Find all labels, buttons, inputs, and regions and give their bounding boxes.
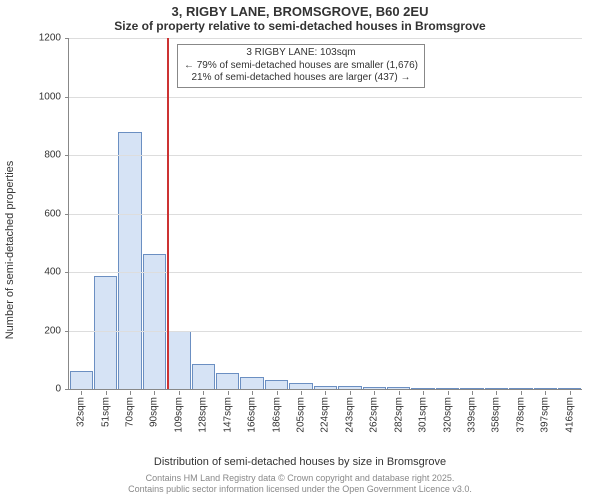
histogram-bar <box>460 388 483 389</box>
x-tick-mark <box>448 391 449 395</box>
y-tick-mark <box>65 214 69 215</box>
y-tick-label: 1000 <box>39 91 61 102</box>
x-tick-mark <box>570 391 571 395</box>
y-tick-label: 200 <box>44 325 61 336</box>
chart-area: 32sqm51sqm70sqm90sqm109sqm128sqm147sqm16… <box>48 38 588 410</box>
x-tick-mark <box>252 391 253 395</box>
x-tick-mark <box>154 391 155 395</box>
x-tick-mark <box>325 391 326 395</box>
grid-line <box>69 97 582 98</box>
x-tick-mark <box>81 391 82 395</box>
footer-line-2: Contains public sector information licen… <box>0 484 600 496</box>
reference-line <box>167 38 169 389</box>
x-axis-label: Distribution of semi-detached houses by … <box>0 456 600 468</box>
x-tick-mark <box>496 391 497 395</box>
x-tick-mark <box>374 391 375 395</box>
histogram-bar <box>314 386 337 390</box>
y-tick-mark <box>65 155 69 156</box>
annotation-box: 3 RIGBY LANE: 103sqm← 79% of semi-detach… <box>177 44 425 88</box>
chart-subtitle: Size of property relative to semi-detach… <box>0 19 600 35</box>
histogram-bar <box>534 388 557 389</box>
x-tick-mark <box>423 391 424 395</box>
x-tick-label: 397sqm <box>540 397 551 433</box>
x-tick-label: 109sqm <box>173 397 184 433</box>
histogram-bar <box>338 386 361 389</box>
histogram-bar <box>167 331 190 390</box>
histogram-bar <box>387 387 410 389</box>
x-tick-label: 243sqm <box>344 397 355 433</box>
grid-line <box>69 155 582 156</box>
y-tick-mark <box>65 97 69 98</box>
x-tick-label: 416sqm <box>564 397 575 433</box>
y-tick-label: 400 <box>44 267 61 278</box>
histogram-bar <box>289 383 312 389</box>
annotation-line-3: 21% of semi-detached houses are larger (… <box>184 72 418 85</box>
histogram-bar <box>363 387 386 389</box>
x-tick-mark <box>130 391 131 395</box>
y-tick-mark <box>65 272 69 273</box>
footer-line-1: Contains HM Land Registry data © Crown c… <box>0 473 600 485</box>
x-tick-label: 128sqm <box>198 397 209 433</box>
x-tick-label: 70sqm <box>125 397 136 427</box>
grid-line <box>69 38 582 39</box>
histogram-bar <box>411 388 434 389</box>
x-tick-label: 32sqm <box>76 397 87 427</box>
x-tick-mark <box>106 391 107 395</box>
histogram-bar <box>118 132 141 389</box>
annotation-line-2: ← 79% of semi-detached houses are smalle… <box>184 60 418 73</box>
grid-line <box>69 214 582 215</box>
x-tick-label: 224sqm <box>320 397 331 433</box>
x-tick-label: 282sqm <box>393 397 404 433</box>
histogram-bar <box>265 380 288 389</box>
histogram-bar <box>509 388 532 389</box>
histogram-bar <box>240 377 263 389</box>
grid-line <box>69 272 582 273</box>
x-tick-mark <box>228 391 229 395</box>
histogram-bar <box>192 364 215 389</box>
y-tick-mark <box>65 38 69 39</box>
x-tick-label: 378sqm <box>515 397 526 433</box>
plot-area: 32sqm51sqm70sqm90sqm109sqm128sqm147sqm16… <box>68 38 582 390</box>
x-tick-label: 166sqm <box>247 397 258 433</box>
histogram-bar <box>558 388 581 389</box>
x-tick-label: 51sqm <box>100 397 111 427</box>
x-tick-mark <box>301 391 302 395</box>
x-tick-label: 186sqm <box>271 397 282 433</box>
annotation-line-1: 3 RIGBY LANE: 103sqm <box>184 47 418 60</box>
y-tick-label: 0 <box>55 384 61 395</box>
footer-attribution: Contains HM Land Registry data © Crown c… <box>0 473 600 496</box>
x-tick-label: 90sqm <box>149 397 160 427</box>
x-tick-mark <box>203 391 204 395</box>
x-tick-mark <box>350 391 351 395</box>
y-tick-mark <box>65 331 69 332</box>
y-tick-label: 600 <box>44 208 61 219</box>
x-tick-label: 320sqm <box>442 397 453 433</box>
chart-title: 3, RIGBY LANE, BROMSGROVE, B60 2EU <box>0 0 600 19</box>
y-tick-mark <box>65 389 69 390</box>
histogram-bar <box>436 388 459 389</box>
x-tick-mark <box>399 391 400 395</box>
x-tick-label: 205sqm <box>296 397 307 433</box>
histogram-bar <box>216 373 239 389</box>
x-tick-mark <box>521 391 522 395</box>
x-tick-label: 358sqm <box>491 397 502 433</box>
y-tick-label: 1200 <box>39 33 61 44</box>
y-tick-label: 800 <box>44 150 61 161</box>
x-tick-mark <box>277 391 278 395</box>
x-tick-label: 339sqm <box>466 397 477 433</box>
histogram-bar <box>143 254 166 389</box>
histogram-bar <box>70 371 93 389</box>
x-tick-label: 301sqm <box>418 397 429 433</box>
grid-line <box>69 331 582 332</box>
x-tick-label: 262sqm <box>369 397 380 433</box>
histogram-bar <box>94 276 117 389</box>
y-axis-label: Number of semi-detached properties <box>4 161 16 340</box>
x-tick-mark <box>472 391 473 395</box>
x-tick-label: 147sqm <box>222 397 233 433</box>
histogram-bar <box>485 388 508 389</box>
x-tick-mark <box>545 391 546 395</box>
x-tick-mark <box>179 391 180 395</box>
